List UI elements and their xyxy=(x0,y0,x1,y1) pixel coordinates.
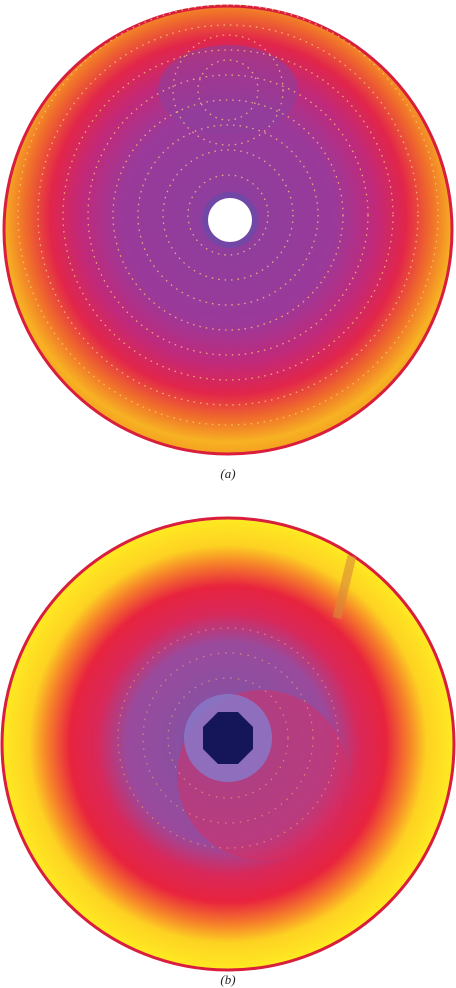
streak xyxy=(332,554,357,620)
caption: (b) xyxy=(220,972,235,987)
diffraction-rings xyxy=(17,4,439,426)
diffraction-rings xyxy=(117,627,339,849)
upper-region xyxy=(158,45,298,135)
beam-stop xyxy=(208,198,252,242)
caption: (a) xyxy=(220,466,235,481)
panel-a: (a) xyxy=(2,4,454,481)
beam-stop xyxy=(203,712,253,764)
panel-b: (b) xyxy=(0,516,456,987)
